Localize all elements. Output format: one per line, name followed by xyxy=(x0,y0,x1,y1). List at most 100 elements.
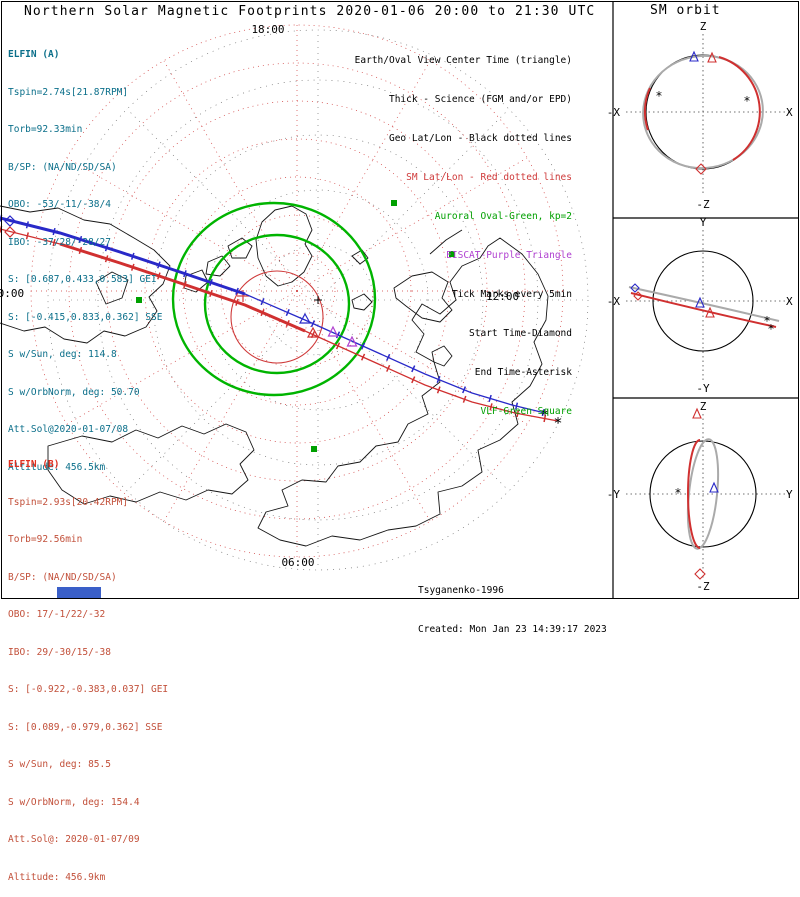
legend-line: Earth/Oval View Center Time (triangle) xyxy=(354,55,572,66)
panel-axis-labels: Z -Z -X X xyxy=(607,20,793,211)
vlf-stations xyxy=(136,200,455,452)
orbit-marker-asterisk: * xyxy=(743,94,750,108)
eiscat-stations xyxy=(327,325,358,347)
axis-label: -X xyxy=(607,295,621,308)
axis-label: Y xyxy=(700,216,707,229)
legend-line: Thick - Science (FGM and/or EPD) xyxy=(388,94,572,105)
coast-iceland xyxy=(351,293,373,311)
mlt-label-06: 06:00 xyxy=(281,556,314,569)
elfin-a-footprint-track xyxy=(0,214,546,417)
vlf-station-square xyxy=(391,200,397,206)
orbit-marker-diamond xyxy=(633,291,643,301)
grid-circle xyxy=(144,138,450,444)
orbit-marker-triangle xyxy=(705,306,715,318)
elfin-a-title: ELFIN (A) xyxy=(8,49,60,60)
legend-line: EISCAT-Purple Triangle xyxy=(446,250,572,261)
mlt-label-18: 18:00 xyxy=(251,23,284,36)
axis-label: -Y xyxy=(607,488,621,501)
info-line: Tspin=2.74s[21.87RPM] xyxy=(8,86,129,98)
panel-axes xyxy=(626,34,790,196)
coast-svalbard xyxy=(351,249,369,265)
legend-line: Tick Marks every 5min xyxy=(451,289,572,300)
axis-label: -Y xyxy=(696,382,710,395)
info-line: Torb=92.56min xyxy=(8,534,83,545)
footer-block: Tsyganenko-1996 Created: Mon Jan 23 14:3… xyxy=(418,558,607,649)
elfin-b-title: ELFIN (B) xyxy=(8,459,60,470)
eiscat-triangle xyxy=(346,335,358,347)
sm-latitude-circle xyxy=(230,270,324,364)
track-science-thick xyxy=(59,242,306,333)
grid-circle xyxy=(258,252,336,330)
orbit-marker-diamond xyxy=(630,283,640,293)
sm-grid xyxy=(30,24,564,558)
axis-label: Y xyxy=(786,488,793,501)
orbit-marker-triangle xyxy=(692,407,702,419)
info-line: Altitude: 456.9km xyxy=(8,871,106,883)
info-line: B/SP: (NA/ND/SD/SA) xyxy=(8,161,117,173)
grid-circle xyxy=(97,79,539,521)
orbit-marker-triangle xyxy=(707,51,717,63)
coast-scandinavia xyxy=(393,271,453,323)
legend-line: Auroral Oval-Green, kp=2 xyxy=(434,211,572,222)
axis-label: -Z xyxy=(696,580,710,593)
elfin-b-footprint-track xyxy=(0,225,559,425)
info-line: Att.Sol@2020-01-07/08 xyxy=(8,424,129,435)
info-line: S w/OrbNorm, deg: 50.70 xyxy=(8,386,140,398)
info-line: S w/Sun, deg: 114.8 xyxy=(8,349,117,360)
info-line: S: [0.687,0.433,0.583] GEI xyxy=(8,274,157,285)
coast-hudson-bay xyxy=(95,271,129,305)
mlt-label-00: 00:00 xyxy=(0,287,24,300)
legend-line: End Time-Asterisk xyxy=(474,367,572,378)
vlf-station-square xyxy=(136,297,142,303)
legend-line: SM Lat/Lon - Red dotted lines xyxy=(406,172,572,183)
orbit-marker-asterisk: * xyxy=(767,322,774,336)
coast-eurasia xyxy=(257,237,549,547)
legend-line: Start Time-Diamond xyxy=(469,328,572,339)
page-title: Northern Solar Magnetic Footprints 2020-… xyxy=(24,4,596,19)
orbit-projection-red xyxy=(687,439,701,549)
created-timestamp: Created: Mon Jan 23 14:39:17 2023 xyxy=(418,624,607,635)
plot-canvas: * * 18:00 00:00 12:00 06:00 * * xyxy=(0,2,798,598)
mlt-labels: 18:00 00:00 12:00 06:00 xyxy=(0,23,519,569)
axis-label: Z xyxy=(700,20,707,33)
axis-label: -Z xyxy=(696,198,710,211)
elfin-a-info-block: ELFIN (A) Tspin=2.74s[21.87RPM] Torb=92.… xyxy=(8,24,162,487)
coast-greenland xyxy=(255,205,313,287)
coast-alaska-chukotka xyxy=(47,423,255,505)
info-line: Altitude: 456.5km xyxy=(8,461,106,473)
orbit-marker-triangle xyxy=(689,50,699,62)
info-line: S: [-0.922,-0.383,0.037] GEI xyxy=(8,684,169,695)
map-legend: Earth/Oval View Center Time (triangle) T… xyxy=(355,28,572,431)
panel-axis-labels: Z -Z -Y Y xyxy=(607,400,793,593)
vlf-station-square xyxy=(449,251,455,257)
track-science-thick xyxy=(0,216,246,296)
geo-pole-cross xyxy=(314,296,322,304)
grid-circle xyxy=(182,176,412,406)
panel-dividers xyxy=(612,2,798,598)
elfin-b-info-block: ELFIN (B) Tspin=2.93s[20.42RPM] Torb=92.… xyxy=(8,434,168,897)
panel-axis-labels: Y -Y -X X xyxy=(607,216,793,395)
orbit-marker-diamond xyxy=(694,568,706,580)
info-line: IBO: -37/28/-28/27 xyxy=(8,236,111,248)
orbit-projection-red xyxy=(718,56,761,161)
start-diamond xyxy=(4,215,16,227)
coast-arctic-island xyxy=(227,237,253,259)
orbit-marker-asterisk: * xyxy=(655,89,662,103)
auroral-oval xyxy=(171,201,377,397)
orbit-projection-gray xyxy=(628,286,780,322)
info-line: S w/OrbNorm, deg: 154.4 xyxy=(8,796,140,808)
start-diamond xyxy=(4,226,16,238)
sm-orbit-panel-yz: * Z -Z -Y Y xyxy=(607,400,793,593)
earth-circle xyxy=(649,440,757,548)
coast-novaya-zemlya xyxy=(429,229,463,255)
grid-circle xyxy=(47,29,589,571)
coast-north-america xyxy=(0,205,171,344)
orbit-marker-asterisk: * xyxy=(674,486,681,500)
sm-orbit-panel-xy: * * Y -Y -X X xyxy=(607,216,793,395)
grid-circle xyxy=(207,189,429,411)
end-asterisk-b: * xyxy=(553,414,562,432)
axis-label: -X xyxy=(607,106,621,119)
orbit-marker-triangle xyxy=(695,296,705,308)
panel-axes xyxy=(626,230,790,382)
grid-line xyxy=(163,290,298,522)
